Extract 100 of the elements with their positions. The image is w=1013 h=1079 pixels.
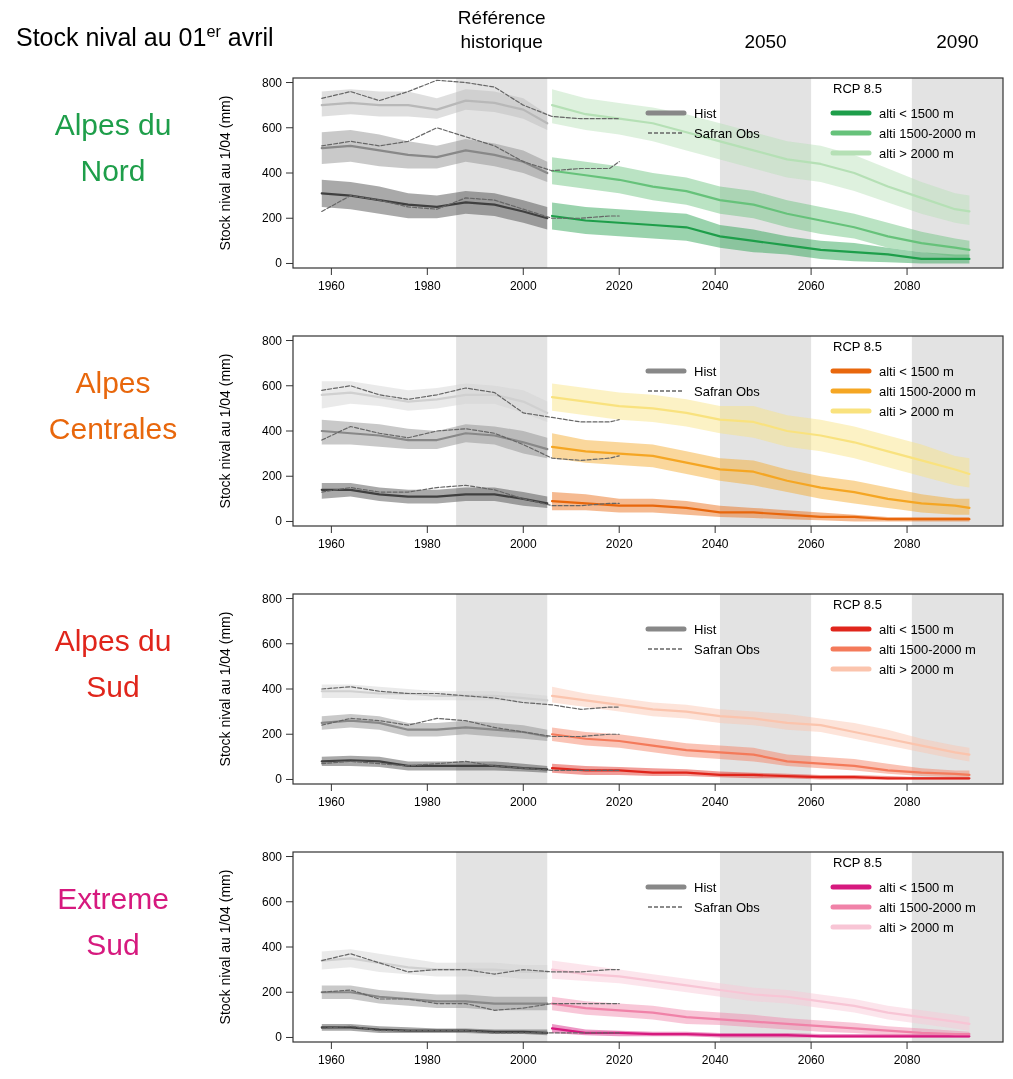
line-series (321, 760, 620, 772)
legend-label: Safran Obs (694, 125, 761, 141)
line-series (320, 690, 549, 702)
line-series (550, 500, 971, 521)
y-tick-label: 0 (275, 772, 283, 787)
x-tick-label: 2040 (701, 279, 729, 293)
y-tick-label: 200 (261, 469, 283, 484)
text: Stock nival au 01$^{er}$ avril (16, 22, 274, 51)
legend-title: RCP 8.5 (833, 81, 882, 96)
line-series (550, 214, 971, 261)
y-tick-label: 600 (261, 894, 283, 909)
x-tick-label: 1980 (413, 537, 441, 551)
x-tick-label: 2040 (701, 795, 729, 809)
line-series (320, 391, 549, 415)
x-tick-label: 2040 (701, 537, 729, 551)
y-axis-title: Stock nival au 1/04 (mm) (217, 95, 233, 251)
line-series (550, 767, 971, 780)
band-label: 2050 (744, 31, 787, 52)
line-series (321, 717, 620, 738)
x-tick-label: 1960 (318, 1053, 346, 1067)
band-label: 2090 (936, 31, 979, 52)
x-tick-label: 2020 (605, 279, 633, 293)
x-tick-label: 2020 (605, 795, 633, 809)
legend-label: alti < 1500 m (879, 363, 954, 379)
line-series (321, 484, 620, 507)
legend-label: alti < 1500 m (879, 879, 954, 895)
line-series (320, 991, 549, 1005)
line-series (321, 953, 620, 975)
legend-label: Safran Obs (694, 383, 761, 399)
y-tick-label: 200 (261, 211, 283, 226)
line-series (550, 395, 971, 476)
line-series (320, 429, 549, 451)
y-tick-label: 600 (261, 120, 283, 135)
legend-label: alti 1500-2000 m (879, 125, 976, 141)
x-tick-label: 1980 (413, 795, 441, 809)
y-tick-label: 400 (261, 682, 283, 696)
legend-label: alti 1500-2000 m (879, 899, 976, 915)
legend-label: Safran Obs (694, 641, 761, 657)
line-series (321, 195, 620, 219)
x-tick-label: 2080 (893, 279, 921, 293)
y-tick-label: 800 (261, 75, 283, 90)
y-tick-label: 400 (261, 424, 283, 438)
line-series (550, 1002, 971, 1036)
legend-title: RCP 8.5 (833, 597, 882, 612)
line-series (320, 144, 549, 175)
line-series (550, 968, 971, 1026)
legend-label: alti > 2000 m (879, 145, 954, 161)
y-tick-label: 200 (261, 985, 283, 1000)
x-tick-label: 1960 (318, 537, 346, 551)
x-tick-label: 2060 (797, 1053, 825, 1067)
y-tick-label: 0 (275, 256, 283, 271)
x-tick-label: 2000 (509, 1053, 537, 1067)
line-series (320, 192, 549, 220)
line-series (550, 1027, 971, 1038)
text: Alpes du Sud (54, 624, 172, 703)
legend-label: alti < 1500 m (879, 621, 954, 637)
x-tick-label: 2020 (605, 1053, 633, 1067)
x-tick-label: 1960 (318, 795, 346, 809)
line-series (550, 169, 971, 252)
legend-label: Hist (694, 879, 717, 895)
line-series (321, 385, 620, 423)
line-series (321, 686, 620, 710)
x-tick-label: 2060 (797, 537, 825, 551)
x-tick-label: 2080 (893, 1053, 921, 1067)
y-tick-label: 600 (261, 636, 283, 651)
legend-label: Hist (694, 363, 717, 379)
line-series (321, 1025, 620, 1034)
x-tick-label: 2000 (509, 279, 537, 293)
legend-label: Safran Obs (694, 899, 761, 915)
x-tick-label: 1980 (413, 1053, 441, 1067)
line-series (320, 957, 549, 973)
band-label: Référence historique (457, 7, 546, 52)
y-tick-label: 600 (261, 378, 283, 393)
y-tick-label: 0 (275, 514, 283, 529)
line-series (550, 445, 971, 510)
legend-label: alti 1500-2000 m (879, 383, 976, 399)
text: Alpes Centrales (48, 366, 178, 445)
line-series (550, 694, 971, 756)
legend-label: alti < 1500 m (879, 105, 954, 121)
legend-label: Hist (694, 621, 717, 637)
y-tick-label: 400 (261, 940, 283, 954)
line-series (320, 719, 549, 738)
line-series (321, 989, 620, 1011)
x-tick-label: 2080 (893, 537, 921, 551)
y-tick-label: 200 (261, 727, 283, 742)
line-series (321, 127, 620, 172)
y-axis-title: Stock nival au 1/04 (mm) (217, 869, 233, 1025)
line-series (320, 488, 549, 505)
line-series (320, 759, 549, 771)
line-series (321, 79, 620, 120)
legend-title: RCP 8.5 (833, 855, 882, 870)
x-tick-label: 2000 (509, 795, 537, 809)
x-tick-label: 2020 (605, 537, 633, 551)
line-series (321, 425, 620, 462)
x-tick-label: 1960 (318, 279, 346, 293)
legend-label: alti 1500-2000 m (879, 641, 976, 657)
x-tick-label: 2080 (893, 795, 921, 809)
x-tick-label: 2040 (701, 1053, 729, 1067)
y-tick-label: 0 (275, 1030, 283, 1045)
line-series (320, 99, 549, 125)
